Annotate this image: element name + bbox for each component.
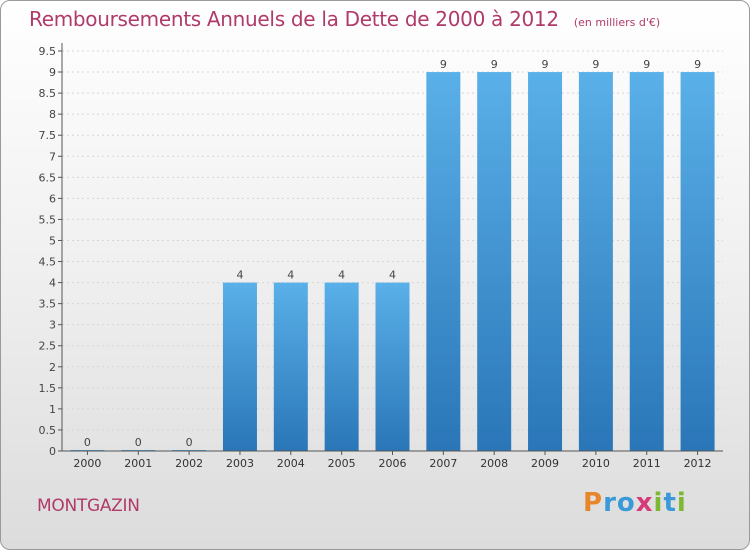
logo-letter: P (583, 488, 604, 518)
value-label-2009: 9 (542, 58, 549, 71)
y-tick-label: 4 (49, 277, 56, 290)
x-tick-label-2006: 2006 (379, 457, 407, 470)
bar-2008 (477, 72, 512, 451)
y-tick-label: 0.5 (39, 424, 57, 437)
chart-subtitle: (en milliers d'€) (573, 16, 661, 29)
bar-2011 (629, 72, 664, 451)
y-tick-label: 7.5 (39, 129, 57, 142)
logo-letter: t (663, 488, 677, 518)
y-tick-label: 5 (49, 234, 56, 247)
x-tick-label-2004: 2004 (277, 457, 305, 470)
bar-2006 (375, 282, 410, 451)
commune-name: MONTGAZIN (37, 496, 140, 516)
y-tick-label: 8.5 (39, 87, 57, 100)
bar-2007 (426, 72, 461, 451)
logo-letter: x (635, 488, 654, 518)
y-tick-label: 0 (49, 445, 56, 458)
x-tick-label-2000: 2000 (73, 457, 101, 470)
y-tick-label: 3 (49, 319, 56, 332)
bar-2010 (578, 72, 613, 451)
bar-2005 (324, 282, 359, 451)
y-tick-label: 5.5 (39, 213, 57, 226)
value-label-2012: 9 (694, 58, 701, 71)
logo-letter: i (653, 488, 664, 518)
logo-letter: r (603, 488, 617, 518)
y-tick-label: 9 (49, 66, 56, 79)
y-tick-label: 2.5 (39, 340, 57, 353)
chart-title-row: Remboursements Annuels de la Dette de 20… (29, 7, 660, 31)
y-tick-label: 2 (49, 361, 56, 374)
value-label-2000: 0 (84, 436, 91, 449)
y-tick-label: 4.5 (39, 256, 57, 269)
bar-2004 (273, 282, 308, 451)
x-tick-label-2010: 2010 (582, 457, 610, 470)
y-tick-label: 1.5 (39, 382, 57, 395)
y-tick-label: 3.5 (39, 298, 57, 311)
value-label-2008: 9 (491, 58, 498, 71)
y-tick-label: 9.5 (39, 45, 57, 58)
y-tick-label: 6 (49, 192, 56, 205)
x-tick-label-2001: 2001 (124, 457, 152, 470)
value-label-2001: 0 (135, 436, 142, 449)
y-tick-label: 6.5 (39, 171, 57, 184)
value-label-2007: 9 (440, 58, 447, 71)
x-tick-label-2005: 2005 (328, 457, 356, 470)
logo-letter: i (676, 488, 687, 518)
proxiti-logo[interactable]: Proxiti (583, 488, 687, 518)
value-label-2002: 0 (186, 436, 193, 449)
x-tick-label-2002: 2002 (175, 457, 203, 470)
x-tick-label-2009: 2009 (531, 457, 559, 470)
y-tick-label: 7 (49, 150, 56, 163)
logo-letter: o (616, 488, 636, 518)
x-tick-label-2012: 2012 (684, 457, 712, 470)
bar-2003 (222, 282, 257, 451)
x-tick-label-2008: 2008 (480, 457, 508, 470)
value-label-2005: 4 (338, 269, 345, 282)
bar-2012 (680, 72, 715, 451)
bar-2009 (528, 72, 563, 451)
value-label-2010: 9 (592, 58, 599, 71)
chart-title: Remboursements Annuels de la Dette de 20… (29, 7, 559, 31)
x-tick-label-2007: 2007 (429, 457, 457, 470)
value-label-2011: 9 (643, 58, 650, 71)
y-tick-label: 8 (49, 108, 56, 121)
x-tick-label-2011: 2011 (633, 457, 661, 470)
value-label-2004: 4 (287, 269, 294, 282)
x-tick-label-2003: 2003 (226, 457, 254, 470)
value-label-2003: 4 (236, 269, 243, 282)
y-tick-label: 1 (49, 403, 56, 416)
value-label-2006: 4 (389, 269, 396, 282)
